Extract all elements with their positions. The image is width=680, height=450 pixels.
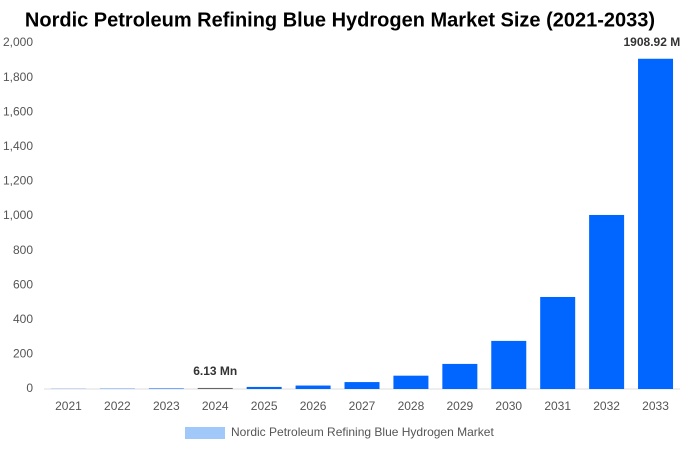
- x-tick-label: 2030: [495, 399, 522, 413]
- y-tick-label: 1,600: [3, 104, 33, 118]
- x-tick-label: 2024: [202, 399, 229, 413]
- x-tick-label: 2027: [349, 399, 376, 413]
- bar: [393, 375, 429, 389]
- bar: [344, 382, 380, 389]
- x-tick-label: 2032: [593, 399, 620, 413]
- x-tick-label: 2033: [642, 399, 669, 413]
- bar: [442, 363, 478, 389]
- bar: [197, 387, 233, 389]
- y-tick-label: 0: [26, 381, 33, 395]
- y-tick-label: 200: [13, 347, 33, 361]
- x-tick-label: 2021: [55, 399, 82, 413]
- bar: [246, 386, 282, 389]
- y-tick-label: 1,200: [3, 174, 33, 188]
- value-label: 6.13 Mn: [193, 364, 237, 378]
- y-tick-label: 1,400: [3, 139, 33, 153]
- x-tick-label: 2029: [446, 399, 473, 413]
- x-tick-label: 2031: [544, 399, 571, 413]
- x-tick-label: 2026: [300, 399, 327, 413]
- bar: [491, 340, 527, 389]
- y-tick-label: 2,000: [3, 35, 33, 49]
- x-tick-label: 2022: [104, 399, 131, 413]
- bar: [638, 58, 674, 390]
- legend-label: Nordic Petroleum Refining Blue Hydrogen …: [231, 425, 494, 439]
- chart-title: Nordic Petroleum Refining Blue Hydrogen …: [25, 9, 655, 31]
- bar: [295, 385, 331, 389]
- bar: [589, 214, 625, 389]
- y-tick-label: 800: [13, 243, 33, 257]
- legend-swatch: [185, 427, 225, 439]
- x-tick-label: 2025: [251, 399, 278, 413]
- y-tick-label: 600: [13, 277, 33, 291]
- y-tick-label: 400: [13, 312, 33, 326]
- x-tick-label: 2023: [153, 399, 180, 413]
- y-tick-label: 1,000: [3, 208, 33, 222]
- y-tick-label: 1,800: [3, 70, 33, 84]
- value-label: 1908.92 Mn: [624, 35, 680, 49]
- bar: [148, 388, 184, 389]
- x-tick-label: 2028: [398, 399, 425, 413]
- bar: [540, 296, 576, 389]
